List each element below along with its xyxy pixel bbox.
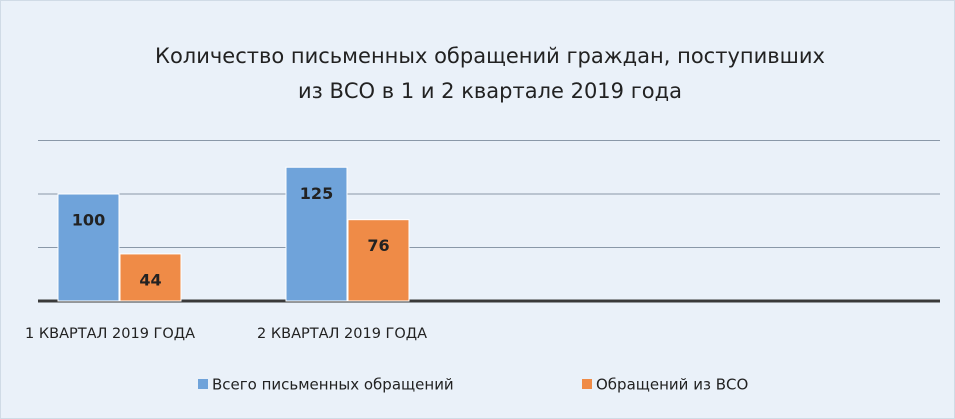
- chart-title: Количество письменных обращений граждан,…: [155, 44, 825, 68]
- chart-title: из ВСО в 1 и 2 квартале 2019 года: [298, 79, 682, 103]
- legend-label: Обращений из ВСО: [596, 376, 748, 394]
- x-tick-label: 2 КВАРТАЛ 2019 ГОДА: [257, 326, 427, 342]
- data-label: 44: [139, 270, 161, 289]
- data-label: 125: [300, 184, 333, 203]
- bar: [347, 219, 410, 302]
- legend-label: Всего письменных обращений: [212, 376, 454, 394]
- data-label: 100: [72, 211, 105, 230]
- data-label: 76: [367, 236, 389, 255]
- legend-swatch: [198, 379, 208, 389]
- x-tick-label: 1 КВАРТАЛ 2019 ГОДА: [25, 326, 195, 342]
- bar: [119, 253, 182, 302]
- bar: [285, 166, 348, 302]
- legend-swatch: [582, 379, 592, 389]
- bar: [57, 193, 120, 302]
